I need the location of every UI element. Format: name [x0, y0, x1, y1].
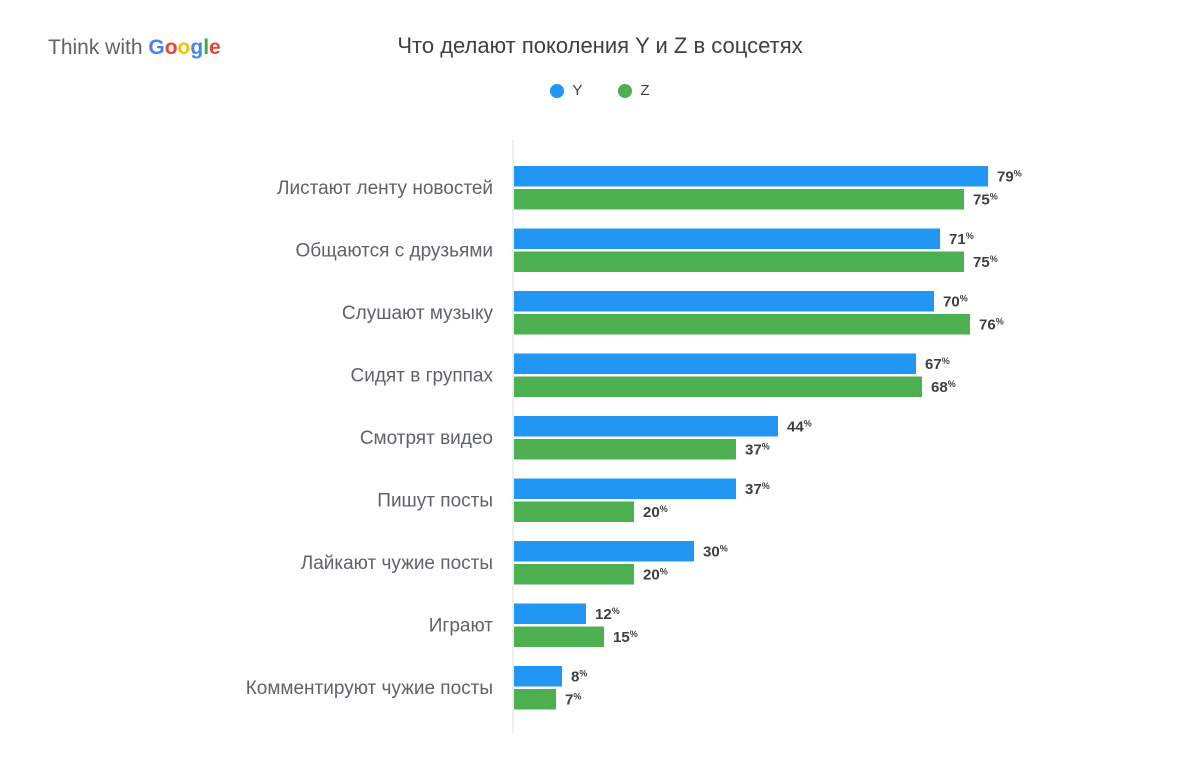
- bar-y: [514, 666, 562, 687]
- category-label: Смотрят видео: [360, 428, 493, 449]
- bar-y: [514, 228, 940, 249]
- legend-item-y: Y: [550, 82, 582, 99]
- category-label: Слушают музыку: [342, 303, 494, 324]
- google-letter: o: [177, 36, 191, 59]
- category-label: Общаются с друзьями: [295, 240, 493, 261]
- category-label: Сидят в группах: [351, 365, 494, 386]
- legend-label-y: Y: [572, 82, 583, 99]
- bar-y: [514, 291, 934, 312]
- data-label: 68%: [931, 379, 956, 396]
- data-label: 20%: [643, 566, 668, 583]
- data-label: 76%: [979, 316, 1004, 333]
- bar-z: [514, 626, 604, 647]
- bar-y: [514, 353, 916, 374]
- category-label: Лайкают чужие посты: [301, 553, 493, 574]
- category-label: Пишут посты: [377, 490, 493, 511]
- bar-y: [514, 416, 778, 437]
- bar-y: [514, 541, 694, 562]
- legend-marker-y: [550, 83, 565, 98]
- data-label: 75%: [973, 254, 998, 271]
- bar-z: [514, 189, 964, 210]
- data-label: 37%: [745, 441, 770, 458]
- google-wordmark: Google: [148, 36, 220, 59]
- google-letter: g: [190, 36, 204, 59]
- legend-label-z: Z: [640, 82, 650, 99]
- think-with-google-logo: Think with Google: [48, 36, 221, 60]
- bar-y: [514, 603, 586, 624]
- data-label: 8%: [571, 668, 587, 685]
- bar-z: [514, 439, 736, 460]
- bar-z: [514, 251, 964, 272]
- data-label: 44%: [787, 418, 812, 435]
- bar-z: [514, 689, 556, 710]
- category-label: Играют: [429, 615, 494, 636]
- data-label: 79%: [997, 168, 1022, 185]
- google-letter: G: [148, 36, 165, 59]
- bar-z: [514, 564, 634, 585]
- data-label: 71%: [949, 231, 974, 248]
- data-label: 75%: [973, 191, 998, 208]
- google-letter: o: [164, 36, 178, 59]
- chart-title: Что делают поколения Y и Z в соцсетях: [397, 33, 803, 58]
- data-label: 37%: [745, 481, 770, 498]
- google-letter: l: [203, 36, 210, 59]
- data-label: 30%: [703, 543, 728, 560]
- data-label: 7%: [565, 691, 581, 708]
- logo-prefix: Think with: [48, 36, 149, 59]
- bar-z: [514, 314, 970, 335]
- data-label: 67%: [925, 356, 950, 373]
- bar-z: [514, 376, 922, 397]
- data-label: 12%: [595, 606, 620, 623]
- category-label: Комментируют чужие посты: [246, 678, 493, 699]
- legend-marker-z: [618, 83, 633, 98]
- chart-legend: Y Z: [0, 82, 1200, 99]
- category-label: Листают ленту новостей: [277, 178, 493, 199]
- bar-y: [514, 166, 988, 187]
- data-label: 15%: [613, 629, 638, 646]
- bar-y: [514, 478, 736, 499]
- legend-item-z: Z: [618, 82, 650, 99]
- google-letter: e: [209, 36, 221, 59]
- data-label: 20%: [643, 504, 668, 521]
- data-label: 70%: [943, 293, 968, 310]
- bar-z: [514, 501, 634, 522]
